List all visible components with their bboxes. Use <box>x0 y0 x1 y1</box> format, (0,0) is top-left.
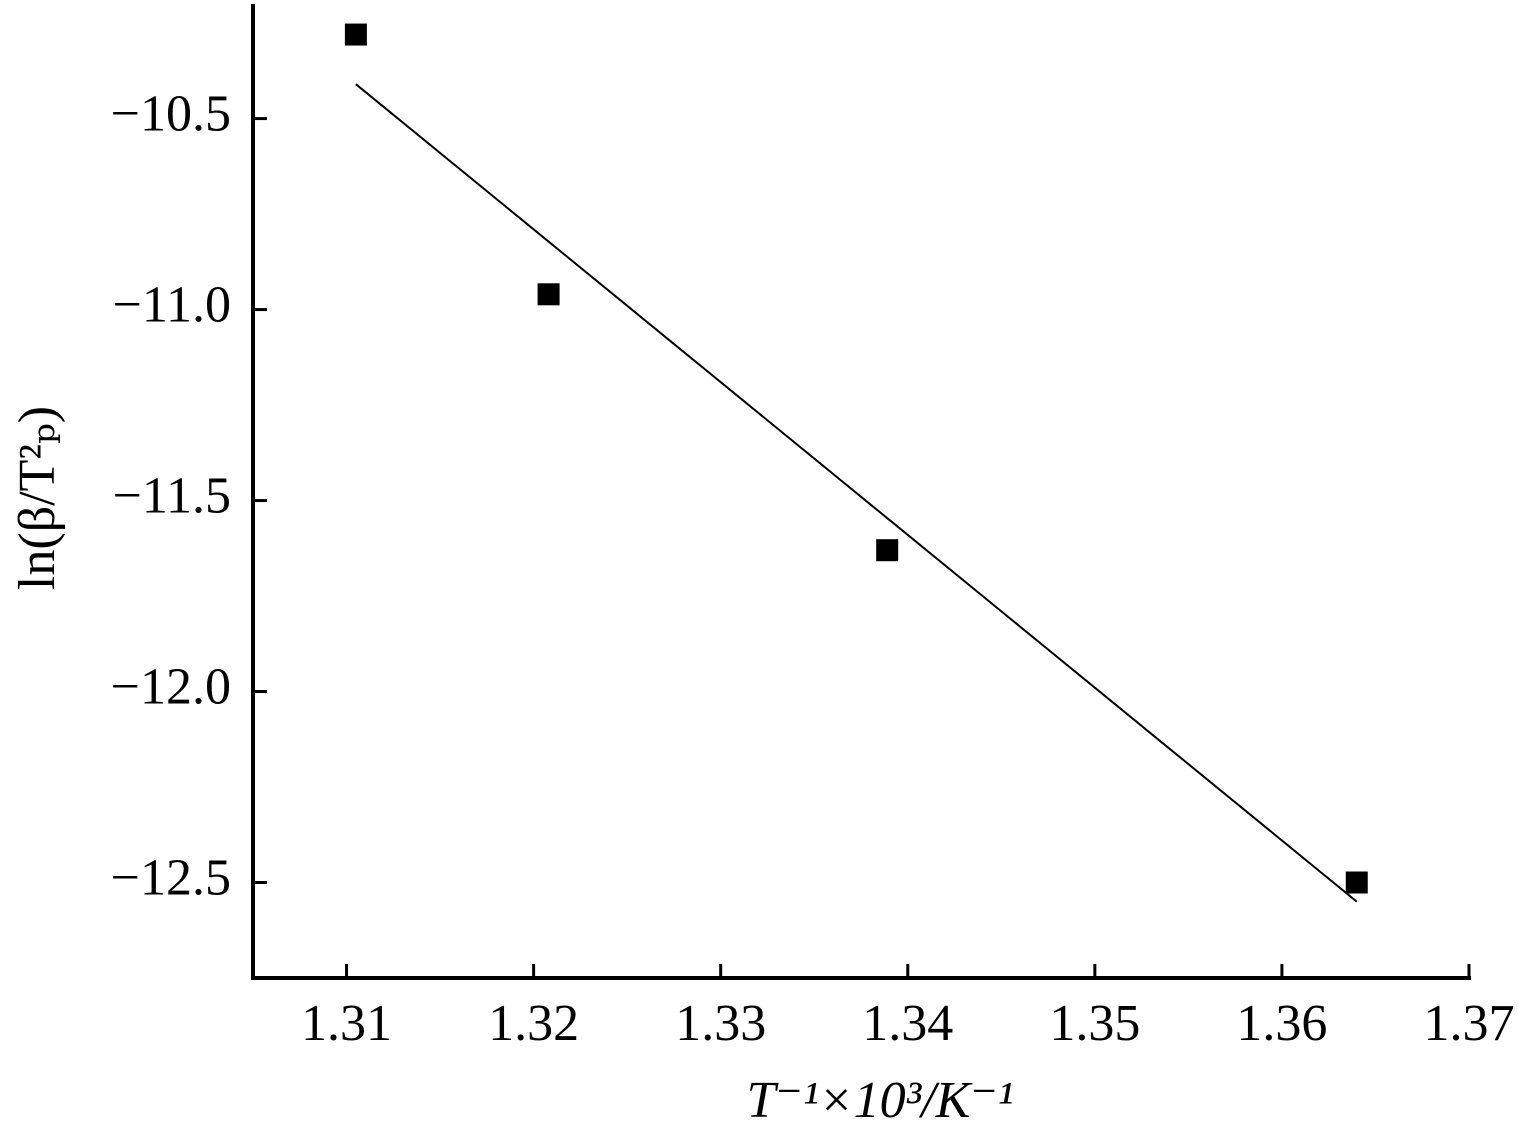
data-point <box>344 23 367 46</box>
x-axis-label: T⁻¹×10³/K⁻¹ <box>747 1072 1014 1129</box>
x-tick-label: 1.35 <box>1049 995 1140 1052</box>
x-tick-label: 1.33 <box>675 995 766 1052</box>
fit-line <box>355 83 1358 903</box>
data-point <box>1345 871 1368 894</box>
y-axis-label: ln(β/T²ₚ) <box>9 406 66 590</box>
x-tick-label: 1.32 <box>488 995 579 1052</box>
data-point <box>876 539 899 562</box>
x-tick-label: 1.36 <box>1236 995 1327 1052</box>
y-tick-label: −12.5 <box>111 849 231 906</box>
y-tick-label: −11.5 <box>113 467 231 524</box>
y-tick-label: −11.0 <box>113 277 231 334</box>
y-tick-label: −12.0 <box>111 658 231 715</box>
x-tick-label: 1.37 <box>1424 995 1515 1052</box>
x-tick-label: 1.31 <box>301 995 392 1052</box>
data-point <box>537 283 560 306</box>
x-tick-label: 1.34 <box>862 995 953 1052</box>
y-tick-label: −10.5 <box>111 86 231 143</box>
